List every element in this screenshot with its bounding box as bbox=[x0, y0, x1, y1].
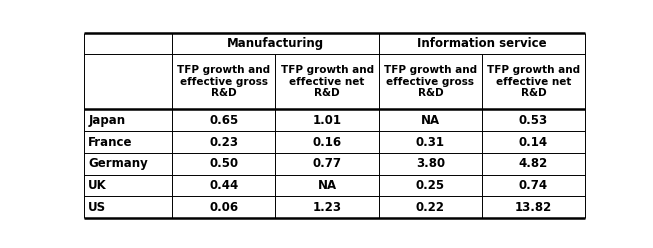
Text: NA: NA bbox=[317, 179, 337, 192]
Text: 0.74: 0.74 bbox=[519, 179, 548, 192]
Text: 1.01: 1.01 bbox=[313, 114, 342, 127]
Text: TFP growth and
effective net
R&D: TFP growth and effective net R&D bbox=[487, 65, 580, 98]
Text: US: US bbox=[88, 201, 106, 214]
Text: Germany: Germany bbox=[88, 157, 148, 170]
Text: TFP growth and
effective gross
R&D: TFP growth and effective gross R&D bbox=[384, 65, 477, 98]
Text: France: France bbox=[88, 135, 133, 149]
Text: UK: UK bbox=[88, 179, 107, 192]
Text: 4.82: 4.82 bbox=[519, 157, 548, 170]
Text: 0.44: 0.44 bbox=[209, 179, 238, 192]
Text: 0.65: 0.65 bbox=[209, 114, 238, 127]
Text: NA: NA bbox=[421, 114, 440, 127]
Text: 0.22: 0.22 bbox=[416, 201, 445, 214]
Text: 0.25: 0.25 bbox=[416, 179, 445, 192]
Text: Information service: Information service bbox=[417, 37, 547, 50]
Text: TFP growth and
effective gross
R&D: TFP growth and effective gross R&D bbox=[178, 65, 270, 98]
Text: 3.80: 3.80 bbox=[416, 157, 445, 170]
Text: 0.06: 0.06 bbox=[210, 201, 238, 214]
Text: 0.50: 0.50 bbox=[210, 157, 238, 170]
Text: 0.53: 0.53 bbox=[519, 114, 548, 127]
Text: TFP growth and
effective net
R&D: TFP growth and effective net R&D bbox=[281, 65, 374, 98]
Text: 13.82: 13.82 bbox=[515, 201, 552, 214]
Text: Manufacturing: Manufacturing bbox=[227, 37, 324, 50]
Text: 0.77: 0.77 bbox=[313, 157, 342, 170]
Text: Japan: Japan bbox=[88, 114, 125, 127]
Text: 0.14: 0.14 bbox=[519, 135, 548, 149]
Text: 0.16: 0.16 bbox=[313, 135, 342, 149]
Text: 0.31: 0.31 bbox=[416, 135, 445, 149]
Text: 0.23: 0.23 bbox=[210, 135, 238, 149]
Text: 1.23: 1.23 bbox=[313, 201, 342, 214]
